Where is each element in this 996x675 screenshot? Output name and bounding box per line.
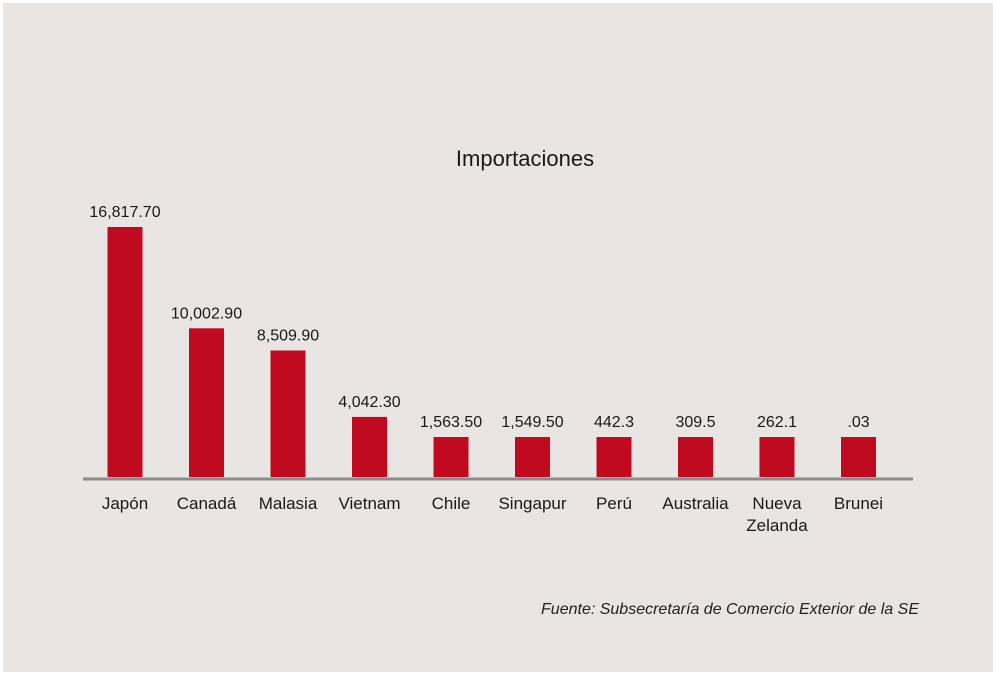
category-label: Perú [596, 494, 632, 513]
bar [678, 437, 713, 477]
category-label: Chile [432, 494, 471, 513]
bar [759, 437, 795, 477]
bar [107, 227, 143, 477]
category-labels-group: Japón Canadá Malasia Vietnam Chile Singapur Pe… [102, 494, 883, 535]
bars-group [107, 227, 876, 477]
category-label: Singapur [498, 494, 566, 513]
bar-value-label: 8,509.90 [257, 327, 319, 344]
bar-value-label: 309.5 [675, 414, 715, 431]
value-labels-group: 16,817.70 10,002.90 8,509.90 4,042.30 1,563.… [89, 204, 869, 431]
bar-value-label: 10,002.90 [171, 305, 242, 322]
bar [270, 350, 306, 477]
category-label: Japón [102, 494, 148, 513]
category-label: Canadá [177, 494, 237, 513]
bar-value-label: 1,563.50 [420, 414, 482, 431]
category-label: Vietnam [338, 494, 400, 513]
chart-panel: Importaciones 16,817.70 10,002.90 8,509.90… [3, 3, 993, 672]
category-label: Zelanda [746, 516, 808, 535]
bar-value-label: 16,817.70 [89, 204, 160, 221]
bar-value-label: 442.3 [594, 414, 634, 431]
bar [352, 416, 387, 477]
source-note: Fuente: Subsecretaría de Comercio Exteri… [541, 601, 919, 618]
bar-value-label: .03 [847, 414, 869, 431]
category-label: Brunei [834, 494, 883, 513]
category-label: Nueva [752, 494, 802, 513]
category-label: Malasia [259, 494, 318, 513]
bar-chart: Importaciones 16,817.70 10,002.90 8,509.90… [83, 146, 913, 535]
bar [515, 437, 550, 477]
bar-value-label: 262.1 [757, 414, 797, 431]
bar [433, 437, 469, 477]
bar-value-label: 4,042.30 [338, 394, 400, 411]
bar-value-label: 1,549.50 [501, 414, 563, 431]
bar [189, 328, 224, 477]
bar [841, 437, 876, 477]
category-label: Australia [662, 494, 729, 513]
chart-title: Importaciones [456, 146, 594, 171]
bar [596, 437, 632, 477]
